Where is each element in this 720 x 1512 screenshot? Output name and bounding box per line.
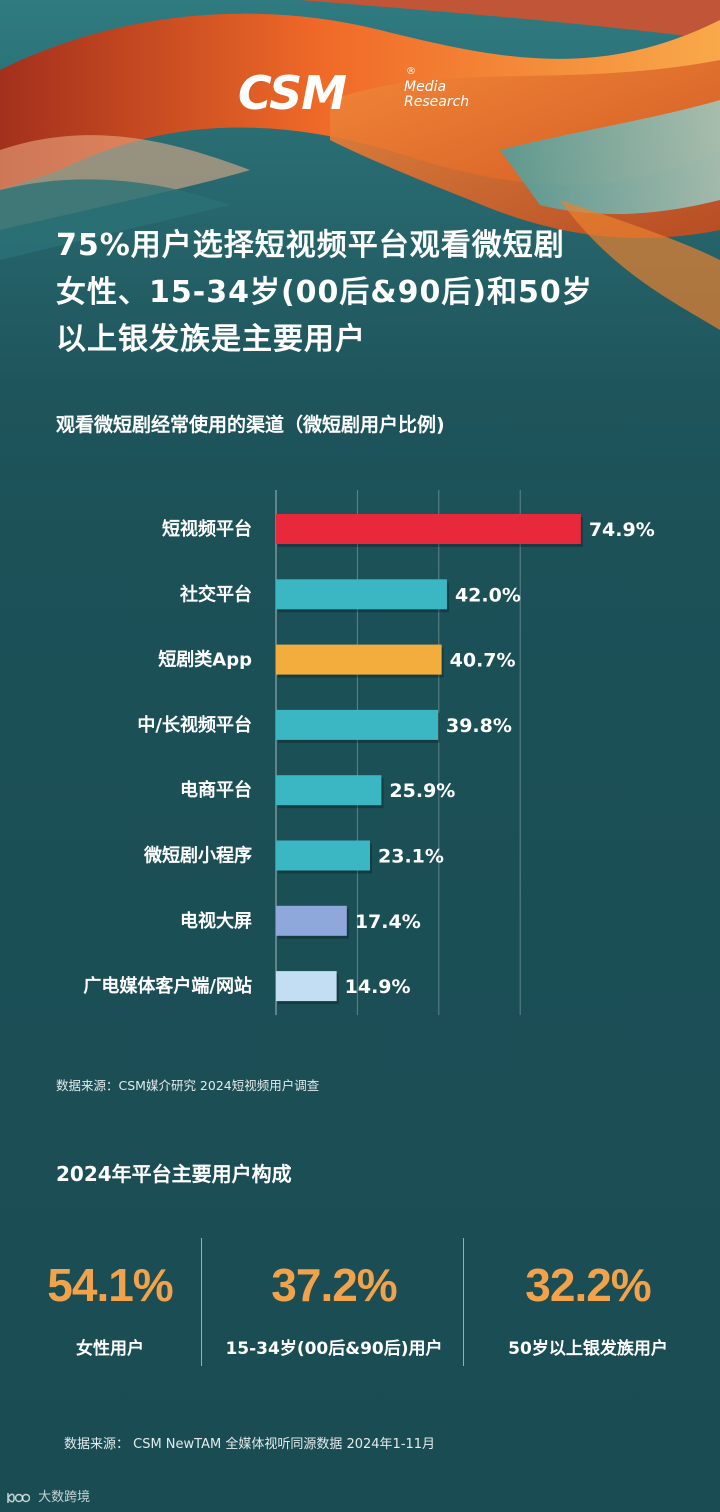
stat-divider	[463, 1238, 464, 1366]
category-label: 广电媒体客户端/网站	[83, 975, 252, 997]
stat-female: 54.1% 女性用户	[20, 1238, 200, 1378]
bar	[276, 644, 442, 675]
chart-title: 观看微短剧经常使用的渠道（微短剧用户比例)	[56, 414, 445, 436]
bar	[276, 905, 347, 936]
watermark: 大数跨境	[6, 1486, 90, 1505]
watermark-logo-icon	[7, 1492, 30, 1503]
composition-source-note: 数据来源： CSM NewTAM 全媒体视听同源数据 2024年1-11月	[64, 1437, 436, 1452]
bar	[276, 971, 337, 1002]
headline-line-2: 女性、15-34岁(00后&90后)和50岁	[56, 275, 593, 310]
stat-label: 50岁以上银发族用户	[508, 1339, 668, 1359]
headline-line-1: 75%用户选择短视频平台观看微短剧	[56, 228, 565, 263]
category-label: 中/长视频平台	[137, 714, 252, 736]
category-label: 社交平台	[180, 583, 252, 605]
value-label: 23.1%	[378, 846, 444, 868]
stat-age-15-34: 37.2% 15-34岁(00后&90后)用户	[205, 1238, 463, 1378]
channel-bar-chart: 短视频平台 74.9% 社交平台 42.0% 短剧类App 40.7% 中/长视频平台 39.…	[83, 490, 655, 1016]
bar	[276, 775, 382, 806]
category-label: 微短剧小程序	[143, 845, 252, 867]
category-label: 电商平台	[180, 779, 252, 801]
csm-logo: CSM ® Media Research	[238, 66, 488, 120]
header-artwork	[0, 0, 720, 380]
user-composition-stats: 54.1% 女性用户 37.2% 15-34岁(00后&90后)用户 32.2%…	[0, 1238, 720, 1378]
bar	[276, 579, 447, 610]
value-label: 14.9%	[345, 976, 411, 998]
stat-value: 54.1%	[47, 1259, 173, 1311]
bar	[276, 709, 438, 740]
logo-sub-line2: Research	[404, 94, 470, 110]
value-label: 74.9%	[589, 519, 655, 541]
stat-label: 女性用户	[76, 1339, 144, 1359]
value-label: 42.0%	[455, 584, 521, 606]
watermark-text: 大数跨境	[38, 1490, 91, 1505]
stat-value: 37.2%	[271, 1259, 397, 1311]
logo-sub-line1: Media	[404, 79, 447, 95]
user-composition-title: 2024年平台主要用户构成	[56, 1162, 292, 1186]
bar	[276, 514, 581, 544]
stat-silver: 32.2% 50岁以上银发族用户	[468, 1238, 708, 1378]
registered-mark: ®	[406, 66, 416, 77]
stat-value: 32.2%	[525, 1259, 651, 1311]
value-label: 17.4%	[355, 911, 421, 933]
value-label: 25.9%	[389, 780, 455, 802]
logo-wordmark: CSM	[238, 66, 347, 120]
value-label: 40.7%	[450, 650, 516, 672]
stat-divider	[201, 1238, 202, 1366]
stat-label: 15-34岁(00后&90后)用户	[225, 1339, 443, 1359]
chart-source-note: 数据来源：CSM媒介研究 2024短视频用户调查	[56, 1078, 320, 1093]
category-label: 短剧类App	[158, 649, 252, 671]
value-label: 39.8%	[446, 715, 512, 737]
headline-line-3: 以上银发族是主要用户	[56, 322, 366, 357]
category-label: 电视大屏	[180, 910, 252, 932]
headline: 75%用户选择短视频平台观看微短剧 女性、15-34岁(00后&90后)和50岁…	[56, 222, 676, 363]
category-label: 短视频平台	[162, 518, 252, 540]
logo-subtitle: Media Research	[404, 80, 469, 110]
bar	[276, 840, 371, 871]
